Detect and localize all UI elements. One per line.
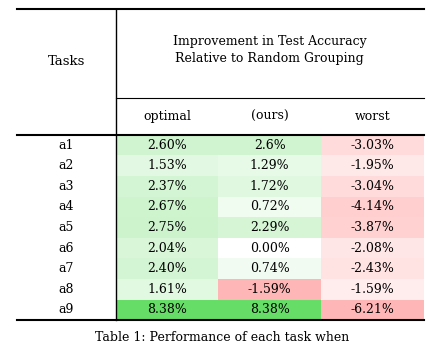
Text: a6: a6: [59, 241, 74, 254]
Bar: [218, 176, 321, 197]
Bar: [321, 258, 424, 279]
Text: -4.14%: -4.14%: [351, 201, 394, 214]
Bar: [321, 238, 424, 258]
Text: 2.6%: 2.6%: [254, 139, 285, 152]
Bar: [218, 135, 321, 155]
Text: -1.59%: -1.59%: [248, 283, 291, 296]
Bar: [321, 135, 424, 155]
Text: Improvement in Test Accuracy
Relative to Random Grouping: Improvement in Test Accuracy Relative to…: [173, 35, 366, 65]
Bar: [218, 279, 321, 300]
Text: Tasks: Tasks: [48, 55, 85, 68]
Text: 1.72%: 1.72%: [250, 180, 289, 193]
Bar: [218, 217, 321, 238]
Bar: [321, 155, 424, 176]
Text: -1.59%: -1.59%: [351, 283, 394, 296]
Bar: [218, 197, 321, 217]
Text: Table 1: Performance of each task when: Table 1: Performance of each task when: [95, 331, 350, 344]
Bar: [116, 176, 218, 197]
Text: -3.87%: -3.87%: [351, 221, 394, 234]
Bar: [116, 217, 218, 238]
Bar: [321, 217, 424, 238]
Text: 0.00%: 0.00%: [250, 241, 290, 254]
Bar: [218, 155, 321, 176]
Text: 2.60%: 2.60%: [147, 139, 187, 152]
Text: -2.43%: -2.43%: [351, 262, 394, 275]
Text: -6.21%: -6.21%: [351, 303, 394, 316]
Text: 2.67%: 2.67%: [147, 201, 187, 214]
Bar: [218, 238, 321, 258]
Text: 8.38%: 8.38%: [250, 303, 290, 316]
Text: a3: a3: [59, 180, 74, 193]
Text: 2.37%: 2.37%: [147, 180, 187, 193]
Text: -3.04%: -3.04%: [351, 180, 394, 193]
Text: 2.04%: 2.04%: [147, 241, 187, 254]
Text: a1: a1: [59, 139, 74, 152]
Text: a5: a5: [59, 221, 74, 234]
Bar: [116, 258, 218, 279]
Text: a2: a2: [59, 159, 74, 172]
Text: 1.53%: 1.53%: [147, 159, 187, 172]
Text: a8: a8: [59, 283, 74, 296]
Bar: [116, 197, 218, 217]
Text: 0.72%: 0.72%: [250, 201, 289, 214]
Bar: [218, 300, 321, 320]
Text: worst: worst: [354, 110, 390, 123]
Bar: [321, 279, 424, 300]
Text: 2.40%: 2.40%: [147, 262, 187, 275]
Bar: [116, 135, 218, 155]
Bar: [116, 279, 218, 300]
Bar: [116, 300, 218, 320]
Bar: [321, 176, 424, 197]
Bar: [116, 155, 218, 176]
Text: -2.08%: -2.08%: [351, 241, 394, 254]
Text: -3.03%: -3.03%: [351, 139, 394, 152]
Text: 1.61%: 1.61%: [147, 283, 187, 296]
Text: 1.29%: 1.29%: [250, 159, 289, 172]
Text: 8.38%: 8.38%: [147, 303, 187, 316]
Bar: [321, 300, 424, 320]
Text: 2.75%: 2.75%: [147, 221, 187, 234]
Text: (ours): (ours): [251, 110, 288, 123]
Text: -1.95%: -1.95%: [351, 159, 394, 172]
Text: a9: a9: [59, 303, 74, 316]
Text: 2.29%: 2.29%: [250, 221, 289, 234]
Text: optimal: optimal: [143, 110, 191, 123]
Text: 0.74%: 0.74%: [250, 262, 289, 275]
Text: a7: a7: [59, 262, 74, 275]
Bar: [218, 258, 321, 279]
Bar: [321, 197, 424, 217]
Bar: [116, 238, 218, 258]
Text: a4: a4: [59, 201, 74, 214]
